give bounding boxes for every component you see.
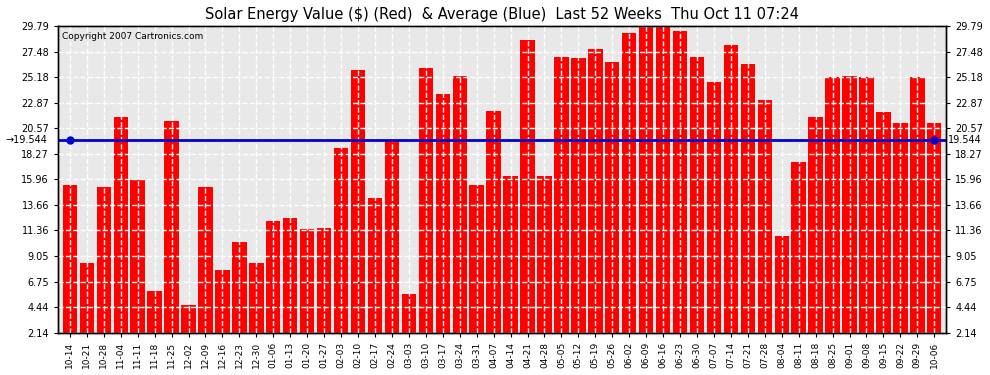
Bar <box>486 111 501 357</box>
Bar <box>402 294 416 357</box>
Bar <box>741 64 755 357</box>
Bar <box>233 242 247 357</box>
Bar <box>317 228 332 357</box>
Bar <box>283 217 297 357</box>
Bar <box>639 26 653 357</box>
Bar <box>114 117 128 357</box>
Bar <box>707 82 721 357</box>
Bar <box>334 148 348 357</box>
Bar <box>910 78 925 357</box>
Bar <box>452 76 467 357</box>
Bar <box>97 186 111 357</box>
Bar <box>656 18 670 357</box>
Bar <box>79 263 94 357</box>
Text: →19.544: →19.544 <box>6 135 48 145</box>
Bar <box>215 270 230 357</box>
Bar <box>724 45 739 357</box>
Bar <box>249 263 263 357</box>
Bar <box>791 162 806 357</box>
Bar <box>131 180 145 357</box>
Bar <box>350 70 365 357</box>
Bar <box>605 62 620 357</box>
Bar <box>554 57 568 357</box>
Bar <box>148 291 161 357</box>
Bar <box>622 33 637 357</box>
Text: Copyright 2007 Cartronics.com: Copyright 2007 Cartronics.com <box>62 32 204 41</box>
Bar <box>538 176 551 357</box>
Bar <box>419 68 433 357</box>
Text: 19.544: 19.544 <box>948 135 982 145</box>
Bar <box>809 117 823 357</box>
Bar <box>164 121 179 357</box>
Bar <box>876 112 891 357</box>
Bar <box>842 76 856 357</box>
Bar <box>300 229 315 357</box>
Bar <box>893 123 908 357</box>
Bar <box>503 176 518 357</box>
Bar <box>673 31 687 357</box>
Bar <box>198 187 213 357</box>
Bar <box>266 221 280 357</box>
Bar <box>774 236 789 357</box>
Bar <box>690 57 704 357</box>
Bar <box>571 58 585 357</box>
Bar <box>588 49 603 357</box>
Bar <box>521 40 535 357</box>
Bar <box>927 123 941 357</box>
Bar <box>826 77 840 357</box>
Bar <box>859 78 874 357</box>
Bar <box>181 305 196 357</box>
Bar <box>436 94 450 357</box>
Bar <box>469 184 484 357</box>
Bar <box>367 198 382 357</box>
Bar <box>385 141 399 357</box>
Bar <box>757 100 772 357</box>
Bar <box>62 185 77 357</box>
Title: Solar Energy Value ($) (Red)  & Average (Blue)  Last 52 Weeks  Thu Oct 11 07:24: Solar Energy Value ($) (Red) & Average (… <box>205 7 799 22</box>
